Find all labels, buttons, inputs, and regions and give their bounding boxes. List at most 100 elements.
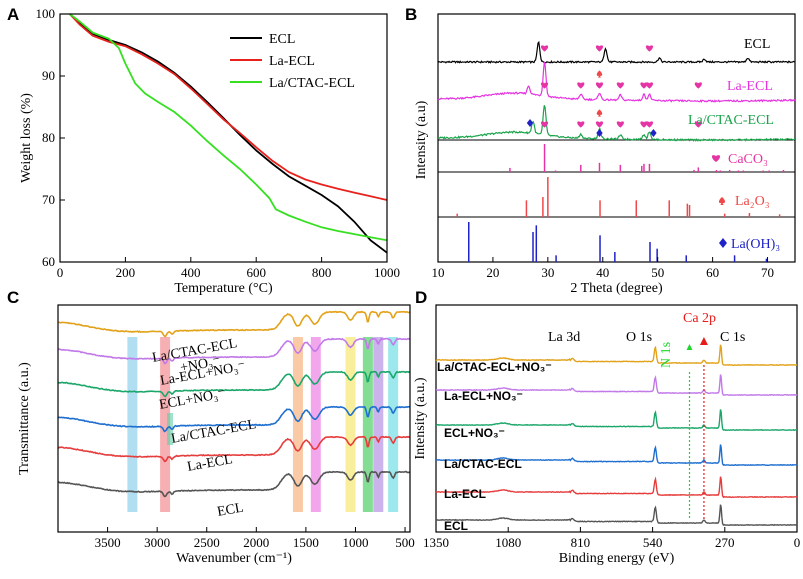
- x-tick-label: 30: [541, 265, 554, 280]
- y-tick-label: 100: [36, 6, 56, 21]
- xrd-pattern-la-ctac-ecl: [437, 105, 796, 142]
- panel-a: 0 200 400 600 800 1000 60 70 80 90 100 Temperature …: [19, 6, 400, 296]
- x-tick-label: 70: [761, 265, 774, 280]
- ftir-band: [167, 413, 174, 445]
- series-label: ECL+NO₃⁻: [444, 426, 505, 440]
- panel-b: ECL La-ECL La/CTAC-ECL CaCO₃ La₂O₃ La(OH)₃ 10 2…: [414, 13, 796, 296]
- x-tick-label: 0: [794, 535, 801, 550]
- caco3-marker: [595, 45, 604, 52]
- ftir-band: [310, 337, 321, 512]
- y-tick-label: 90: [42, 68, 55, 83]
- y-axis-title: Intensity (a.u.): [413, 377, 428, 459]
- x-tick-label: 400: [181, 265, 201, 280]
- legend-label: La/CTAC-ECL: [269, 76, 355, 91]
- panel-d-axes: [435, 304, 798, 533]
- xps-survey-0: [435, 504, 798, 527]
- ftir-band: [160, 337, 171, 512]
- panel-label-d: D: [415, 288, 427, 307]
- ftir-spectrum-3: [57, 370, 411, 398]
- laoh3-marker: [596, 129, 603, 137]
- y-axis-title: Intensity (a.u): [414, 100, 429, 179]
- ftir-spectrum-0: [58, 470, 411, 498]
- x-tick-label: 810: [571, 535, 591, 550]
- caco3-marker: [645, 82, 654, 89]
- caco3-marker: [577, 121, 585, 128]
- xps-survey-5: [435, 344, 798, 367]
- x-tick-label: 2500: [194, 535, 220, 550]
- panel-label-c: C: [7, 288, 19, 307]
- caco3-marker: [577, 82, 585, 89]
- x-tick-label: 800: [312, 265, 332, 280]
- panel-label-a: A: [7, 5, 19, 24]
- x-tick-label: 1000: [342, 535, 368, 550]
- caco3-marker: [694, 121, 702, 128]
- caco3-marker: [595, 121, 604, 128]
- panel-c: ECLLa-ECLLa/CTAC-ECLECL+NO₃⁻La-ECL+NO₃⁻L…: [17, 304, 415, 566]
- caco3-marker: [540, 121, 549, 128]
- x-axis-title: Binding energy (eV): [559, 551, 675, 566]
- panel-c-axes: [57, 304, 411, 533]
- caco3-marker: [645, 121, 654, 128]
- x-tick-label: 1080: [495, 535, 521, 550]
- xps-survey-4: [436, 374, 798, 397]
- pattern-label: ECL: [744, 37, 770, 52]
- ftir-band: [362, 337, 373, 512]
- x-tick-label: 500: [395, 535, 415, 550]
- tga-line-ecl: [69, 13, 388, 254]
- la2o3-marker: [596, 70, 603, 78]
- x-tick-label: 540: [643, 535, 663, 550]
- x-tick-label: 10: [432, 265, 445, 280]
- ftir-spectrum-1: [57, 435, 411, 463]
- legend-label: La-ECL: [269, 54, 315, 69]
- y-tick-label: 80: [42, 130, 55, 145]
- xps-survey-3: [435, 409, 798, 432]
- caco3-marker: [640, 82, 648, 89]
- x-tick-label: 50: [651, 265, 664, 280]
- y-tick-label: 70: [42, 192, 55, 207]
- panel-label-b: B: [405, 5, 417, 24]
- x-tick-label: 0: [57, 265, 64, 280]
- spectrum-label: La/CTAC-ECL: [170, 417, 257, 447]
- ftir-band: [388, 337, 399, 512]
- x-tick-label: 60: [706, 265, 719, 280]
- panel-b-axes: [437, 13, 796, 263]
- pattern-label: La/CTAC-ECL: [688, 113, 774, 128]
- peak-label: N 1s: [659, 342, 674, 368]
- spectrum-label: ECL: [216, 501, 245, 520]
- y-tick-label: 60: [42, 254, 55, 269]
- series-label: La-ECL+NO₃⁻: [444, 389, 523, 403]
- caco3-marker: [540, 45, 549, 52]
- legend-label: ECL: [269, 32, 295, 47]
- xrd-pattern-ecl: [437, 40, 795, 65]
- ftir-spectrum-4: [57, 337, 411, 365]
- peak-label: C 1s: [720, 330, 745, 345]
- caco3-legend-marker: [711, 155, 721, 163]
- x-tick-label: 200: [116, 265, 136, 280]
- series-label: La-ECL: [444, 487, 486, 501]
- pattern-label: La-ECL: [727, 79, 773, 94]
- x-tick-label: 1350: [423, 535, 449, 550]
- reference-label: La₂O₃: [735, 194, 770, 209]
- ftir-spectrum-2: [57, 405, 410, 433]
- x-tick-label: 2000: [243, 535, 269, 550]
- x-tick-label: 3500: [95, 535, 121, 550]
- ftir-band: [345, 337, 356, 512]
- x-tick-label: 270: [715, 535, 735, 550]
- series-label: La/CTAC-ECL: [444, 457, 522, 471]
- laoh3-legend-marker: [719, 238, 727, 248]
- ftir-band: [373, 337, 384, 512]
- reference-label: CaCO₃: [728, 152, 768, 167]
- caco3-marker: [616, 82, 624, 89]
- x-tick-label: 20: [486, 265, 499, 280]
- laoh3-marker: [650, 129, 657, 137]
- xps-survey-2: [435, 444, 798, 467]
- x-axis-title: Wavenumber (cm⁻¹): [176, 551, 292, 566]
- spectrum-label: +NO₃⁻: [179, 354, 221, 376]
- panel-a-axes: [59, 13, 388, 263]
- x-tick-label: 1500: [293, 535, 319, 550]
- ftir-band: [127, 337, 138, 512]
- panel-d: La 3d O 1s N 1s Ca 2p C 1s ECL La-ECL La/CTAC-E…: [413, 304, 801, 566]
- laoh3-marker: [526, 119, 534, 127]
- xps-survey-1: [435, 476, 798, 499]
